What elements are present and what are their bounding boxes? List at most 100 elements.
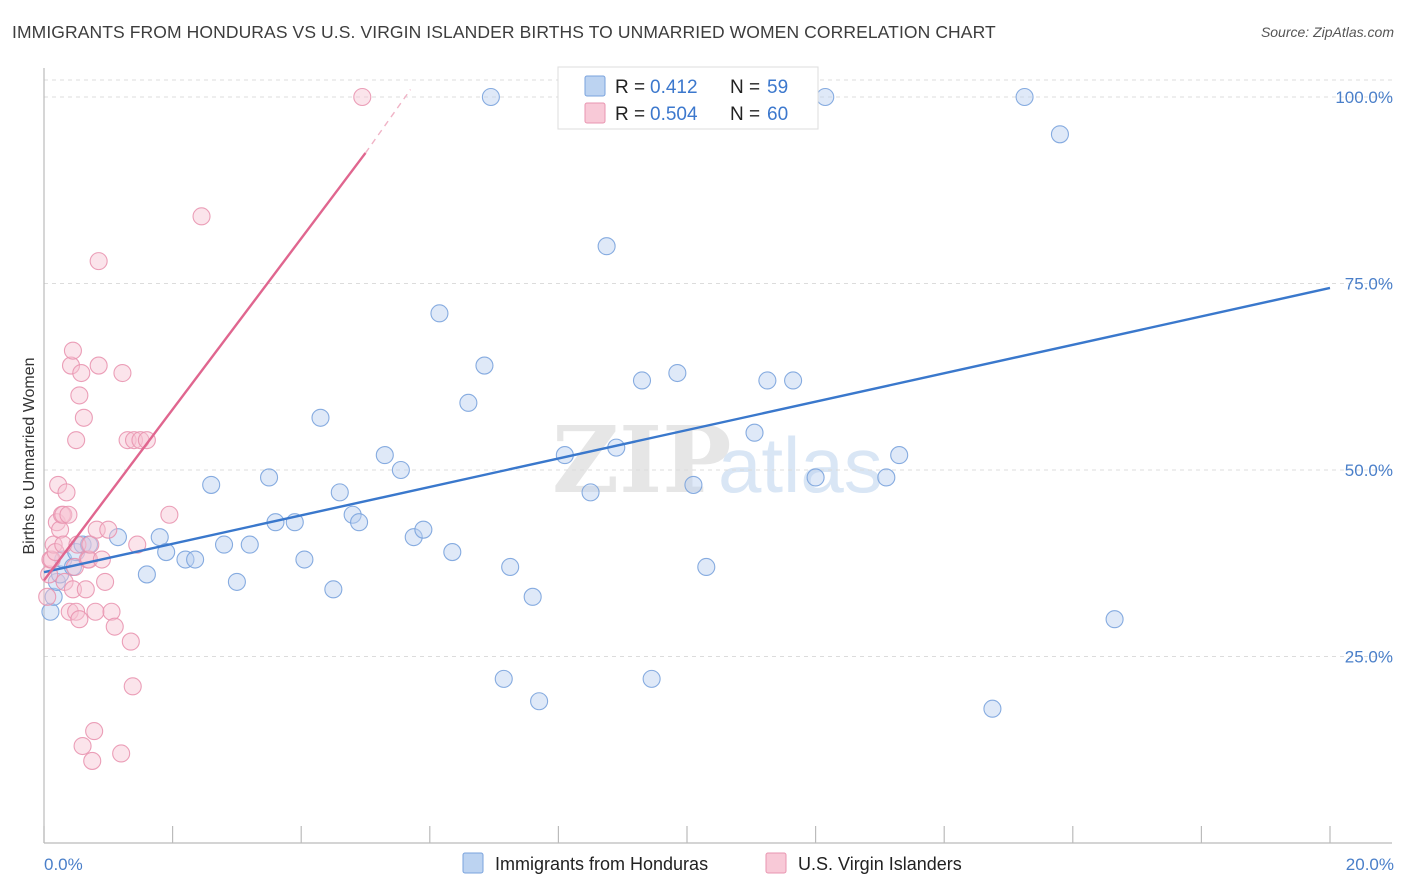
data-point <box>81 535 100 554</box>
legend-n-value-virgin: 60 <box>767 104 788 125</box>
data-point <box>758 371 777 390</box>
data-point <box>202 475 221 494</box>
data-point <box>108 528 127 547</box>
data-point <box>475 356 494 375</box>
data-point <box>784 371 803 390</box>
data-point <box>214 535 234 554</box>
trend-line-virgin-extension <box>364 89 412 154</box>
data-point <box>642 669 661 688</box>
y-axis-title: Births to Unmarried Women <box>21 357 38 554</box>
data-point <box>76 580 95 599</box>
data-point <box>86 602 105 621</box>
legend-r-label-virgin: R = <box>615 104 645 125</box>
data-point <box>353 87 372 107</box>
legend-swatch-virgin <box>584 102 606 124</box>
data-point <box>186 550 205 569</box>
data-point <box>501 557 520 577</box>
data-point <box>816 87 835 107</box>
data-point <box>481 87 500 107</box>
data-point <box>350 513 369 532</box>
data-point <box>806 468 825 487</box>
data-point <box>121 632 140 651</box>
data-point <box>41 602 60 621</box>
watermark: ZIP atlas <box>552 406 883 514</box>
data-point <box>459 393 478 412</box>
data-point <box>137 431 156 450</box>
data-point <box>343 505 362 524</box>
x-tick-label-min: 0.0% <box>44 855 83 874</box>
data-point <box>112 744 131 763</box>
x-tick-label-max: 20.0% <box>1346 855 1394 874</box>
y-tick-label: 25.0% <box>1345 648 1393 667</box>
legend-n-value-honduras: 59 <box>767 77 788 98</box>
data-point <box>330 483 349 502</box>
data-point <box>63 341 82 360</box>
data-point <box>96 572 115 591</box>
data-point <box>72 363 91 383</box>
data-point <box>118 431 137 450</box>
data-point <box>697 557 716 577</box>
trend-lines <box>43 89 1331 582</box>
bottom-legend-swatch-honduras <box>462 852 484 874</box>
data-point <box>1050 125 1069 144</box>
series-honduras-points <box>41 87 1124 718</box>
data-point <box>89 252 108 271</box>
legend-n-label-virgin: N = <box>730 104 760 125</box>
legend-r-label-honduras: R = <box>615 77 645 98</box>
data-point <box>324 580 343 599</box>
data-point <box>227 572 246 591</box>
data-point <box>74 408 93 427</box>
legend-n-label-honduras: N = <box>730 77 760 98</box>
data-point <box>443 543 462 562</box>
data-point <box>240 535 259 554</box>
data-point <box>494 669 513 688</box>
data-point <box>160 505 179 524</box>
data-point <box>157 543 176 562</box>
y-tick-label: 100.0% <box>1335 88 1393 107</box>
legend-swatch-honduras <box>584 75 606 97</box>
data-point <box>123 677 142 696</box>
trend-line-virgin <box>43 152 367 582</box>
data-point <box>414 520 433 539</box>
data-point <box>51 520 70 539</box>
data-point <box>668 363 687 383</box>
bottom-legend-swatch-virgin <box>765 852 787 874</box>
data-point <box>44 535 63 554</box>
data-point <box>192 207 211 226</box>
data-point <box>877 468 896 487</box>
data-point <box>745 423 764 442</box>
data-point <box>684 475 703 494</box>
series-virgin-islanders-points <box>38 87 372 770</box>
data-point <box>404 528 423 547</box>
data-point <box>137 565 156 584</box>
data-point <box>523 587 542 606</box>
data-point <box>581 483 600 502</box>
data-point <box>430 304 449 323</box>
data-point <box>38 587 57 606</box>
data-point <box>85 722 104 741</box>
data-point <box>54 505 73 524</box>
y-tick-labels: 25.0% 50.0% 75.0% 100.0% <box>1335 88 1393 667</box>
watermark-atlas: atlas <box>718 421 883 509</box>
data-point <box>105 617 124 636</box>
legend-r-value-virgin: 0.504 <box>650 104 698 125</box>
data-point <box>259 468 279 487</box>
data-point <box>70 610 89 629</box>
data-point <box>83 751 102 770</box>
data-point <box>1015 87 1034 107</box>
data-point <box>632 371 652 390</box>
y-tick-label: 75.0% <box>1345 275 1393 294</box>
watermark-zip: ZIP <box>552 406 731 514</box>
legend-r-value-honduras: 0.412 <box>650 77 698 98</box>
data-point <box>59 505 78 524</box>
data-point <box>391 460 410 480</box>
gridlines <box>44 79 1392 657</box>
data-point <box>61 356 81 375</box>
data-point <box>597 237 616 256</box>
data-point <box>375 446 394 465</box>
bottom-legend-label-virgin: U.S. Virgin Islanders <box>798 854 962 874</box>
data-point <box>57 483 76 502</box>
data-point <box>44 587 63 606</box>
data-point <box>124 431 144 450</box>
